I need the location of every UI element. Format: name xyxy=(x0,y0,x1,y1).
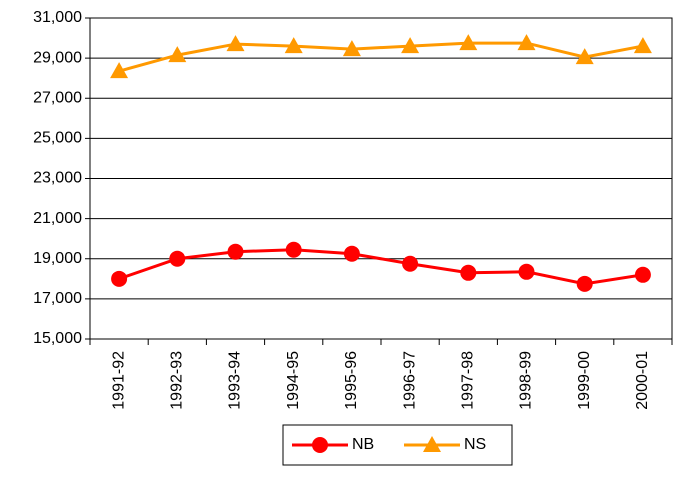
y-tick-label: 31,000 xyxy=(33,9,82,26)
data-point xyxy=(575,48,594,65)
y-tick-label: 21,000 xyxy=(33,210,82,227)
y-tick-label: 19,000 xyxy=(33,250,82,267)
x-tick-label: 1998-99 xyxy=(518,351,535,410)
data-point xyxy=(518,263,535,280)
data-point xyxy=(110,62,129,79)
data-point xyxy=(226,35,245,52)
y-tick-label: 29,000 xyxy=(33,49,82,66)
y-tick-label: 15,000 xyxy=(33,330,82,347)
data-point xyxy=(576,275,593,292)
data-point xyxy=(111,270,128,287)
series-line xyxy=(118,248,644,286)
x-tick-label: 1992-93 xyxy=(169,351,186,410)
x-tick-label: 1993-94 xyxy=(227,351,244,410)
data-point xyxy=(227,243,244,260)
data-point xyxy=(284,37,303,54)
data-point xyxy=(168,46,187,63)
data-point xyxy=(634,266,651,283)
data-point xyxy=(343,245,360,262)
data-point xyxy=(633,37,652,54)
x-tick-label: 1995-96 xyxy=(343,351,360,410)
data-point xyxy=(517,34,536,51)
x-tick-label: 1999-00 xyxy=(576,351,593,410)
x-tick-label: 2000-01 xyxy=(634,351,651,410)
x-tick-label: 1994-95 xyxy=(285,351,302,410)
x-tick-label: 1997-98 xyxy=(460,351,477,410)
data-point xyxy=(342,40,361,57)
data-point xyxy=(169,250,186,267)
data-point xyxy=(402,255,419,272)
y-tick-label: 17,000 xyxy=(33,290,82,307)
y-tick-label: 27,000 xyxy=(33,89,82,106)
x-tick-label: 1991-92 xyxy=(110,351,127,410)
legend-label: NS xyxy=(464,436,486,453)
data-point xyxy=(401,37,420,54)
x-tick-label: 1996-97 xyxy=(401,351,418,410)
data-point xyxy=(459,34,478,51)
y-tick-label: 25,000 xyxy=(33,130,82,147)
legend-marker xyxy=(312,437,328,453)
legend-marker xyxy=(423,436,441,452)
legend-label: NB xyxy=(352,436,374,453)
data-point xyxy=(285,241,302,258)
y-tick-label: 23,000 xyxy=(33,170,82,187)
series-line xyxy=(118,41,644,73)
data-point xyxy=(460,264,477,281)
